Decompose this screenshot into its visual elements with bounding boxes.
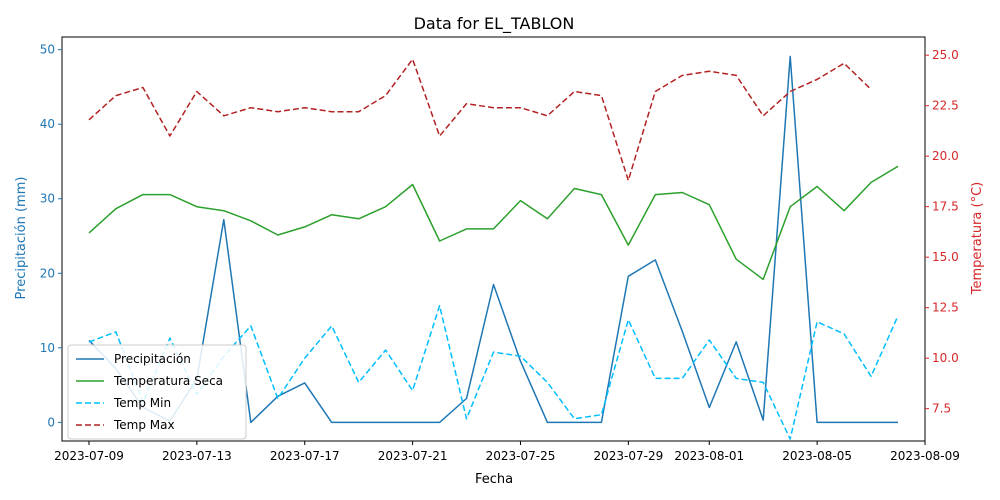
y-right-tick-label: 10.0 <box>932 351 959 365</box>
legend: Precipitación Temperatura Seca Temp Min Tem… <box>67 344 247 440</box>
x-tick-label: 2023-07-09 <box>54 449 124 463</box>
x-tick-label: 2023-08-01 <box>674 449 744 463</box>
y-right-tick-label: 22.5 <box>932 99 959 113</box>
plot-frame <box>61 36 926 442</box>
series-line-temperatura-seca <box>88 165 899 281</box>
y-left-tick-label: 40 <box>40 117 55 131</box>
x-tick-label: 2023-07-13 <box>162 449 232 463</box>
x-tick-label: 2023-07-17 <box>270 449 340 463</box>
x-tick-label: 2023-08-09 <box>890 449 960 463</box>
y-left-tick-label: 0 <box>47 415 55 429</box>
chart-title: Data for EL_TABLON <box>414 14 575 34</box>
x-tick-label: 2023-07-25 <box>486 449 556 463</box>
y-left-tick-label: 50 <box>40 43 55 57</box>
axes-layer: 2023-07-09 2023-07-13 2023-07-17 2023-07-21… <box>40 36 960 463</box>
y-axis-left-label: Precipitación (mm) <box>14 177 29 300</box>
legend-label: Temp Max <box>113 418 175 432</box>
legend-label: Temperatura Seca <box>113 374 223 388</box>
legend-box <box>67 344 247 440</box>
x-tick-label: 2023-07-21 <box>378 449 448 463</box>
series-line-precipitaci-n <box>88 55 898 424</box>
y-right-tick-label: 20.0 <box>932 149 959 163</box>
y-left-tick-label: 30 <box>40 192 55 206</box>
y-right-tick-label: 12.5 <box>932 301 959 315</box>
y-left-tick-label: 10 <box>40 341 55 355</box>
legend-label: Temp Min <box>113 396 171 410</box>
y-right-tick-label: 17.5 <box>932 200 959 214</box>
y-left-tick-label: 20 <box>40 266 55 280</box>
y-right-tick-label: 15.0 <box>932 250 959 264</box>
y-axis-right-label: Temperatura (°C) <box>970 182 985 295</box>
x-tick-label: 2023-08-05 <box>782 449 852 463</box>
y-right-tick-label: 7.5 <box>932 402 951 416</box>
legend-label: Precipitación <box>114 352 191 366</box>
y-right-tick-label: 25.0 <box>932 48 959 62</box>
x-tick-label: 2023-07-29 <box>593 449 663 463</box>
x-axis-label: Fecha <box>475 472 513 487</box>
series-line-temp-max <box>88 58 872 182</box>
